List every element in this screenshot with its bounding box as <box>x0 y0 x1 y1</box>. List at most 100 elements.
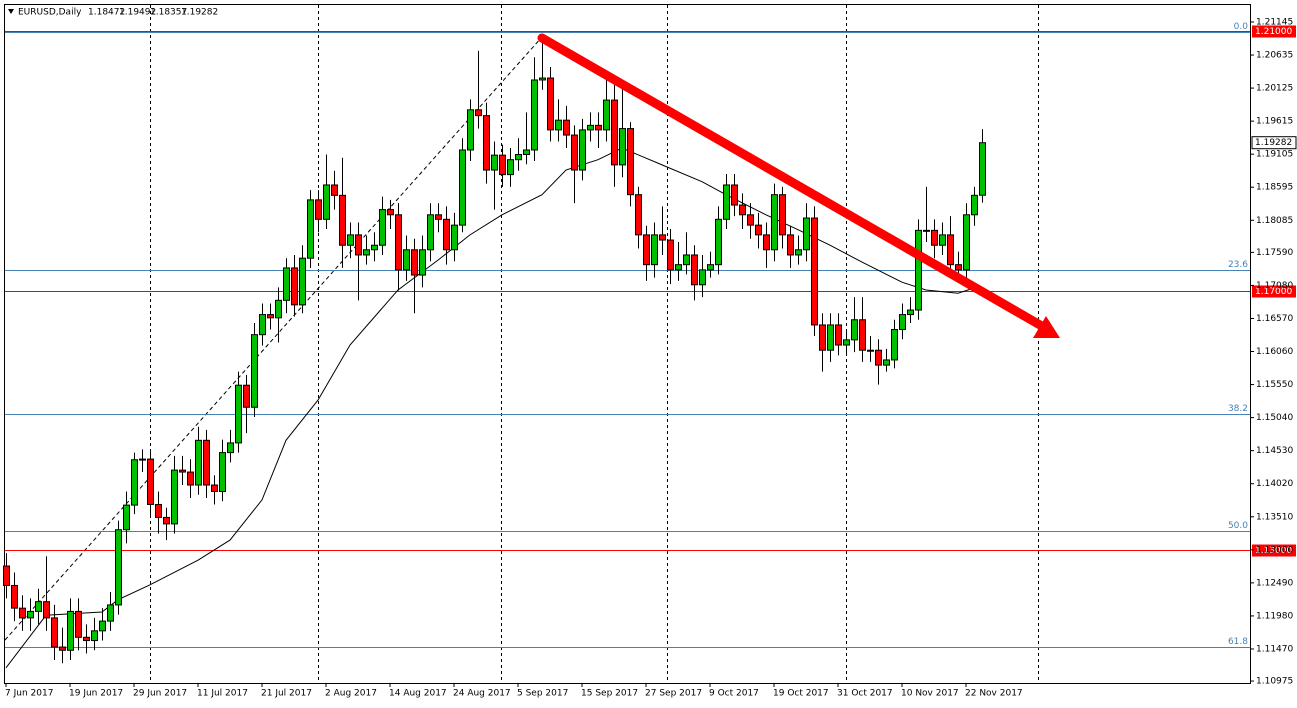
candle-body <box>915 229 922 311</box>
menu-triangle <box>8 9 14 14</box>
candle-body <box>691 254 698 286</box>
candle-body <box>195 439 202 486</box>
arrow-head <box>1033 316 1060 338</box>
price-levels: 1.21000 1.17000 1.13000 <box>5 25 1296 557</box>
price-label: 1.19282 <box>1255 138 1292 148</box>
candle-body <box>451 224 458 251</box>
x-tick-label: 14 Aug 2017 <box>389 689 447 699</box>
candle-body <box>883 359 890 366</box>
candle-body <box>75 610 82 638</box>
candle-body <box>307 199 314 259</box>
candle-body <box>315 199 322 220</box>
candle-body <box>91 630 98 642</box>
candle-body <box>931 229 938 246</box>
candle-body <box>547 77 554 131</box>
candle-body <box>187 471 194 486</box>
x-tick-label: 31 Oct 2017 <box>837 689 893 699</box>
candle-body <box>555 119 562 131</box>
candle-body <box>267 314 274 319</box>
candle-body <box>331 184 338 196</box>
candle-body <box>339 194 346 246</box>
candle-body <box>947 234 954 266</box>
candle-body <box>515 154 522 161</box>
candle-body <box>155 503 162 518</box>
x-tick-label: 19 Oct 2017 <box>773 689 829 699</box>
y-tick-label: 1.14020 <box>1256 479 1293 489</box>
candle-body <box>67 610 74 651</box>
y-tick-label: 1.20125 <box>1256 84 1293 94</box>
candle-body <box>971 194 978 216</box>
candle-body <box>843 339 850 346</box>
candle-body <box>643 234 650 266</box>
candle-body <box>747 214 754 226</box>
candle-body <box>531 79 538 151</box>
candle-body <box>811 217 818 326</box>
x-tick-label: 27 Sep 2017 <box>645 689 702 699</box>
candle-body <box>635 194 642 236</box>
level-label: 1.21000 <box>1255 27 1292 37</box>
price-box <box>1251 136 1297 150</box>
candle-body <box>979 142 986 196</box>
x-tick-label: 19 Jun 2017 <box>69 689 123 699</box>
candle-body <box>131 459 138 506</box>
candle-body <box>139 458 146 461</box>
candle-body <box>259 314 266 336</box>
candle-body <box>115 529 122 606</box>
y-tick-label: 1.16570 <box>1256 314 1293 324</box>
candle-body <box>803 217 810 251</box>
candle-body <box>51 617 58 648</box>
candle-body <box>787 234 794 256</box>
ohlc-high: 1.19492 <box>119 8 156 18</box>
candle-body <box>667 239 674 271</box>
candle-body <box>675 264 682 271</box>
candle-body <box>739 204 746 216</box>
x-tick-label: 22 Nov 2017 <box>965 689 1023 699</box>
level-label: 1.13000 <box>1255 546 1292 556</box>
y-tick-label: 1.18595 <box>1256 183 1293 193</box>
y-tick-label: 1.17590 <box>1256 248 1293 258</box>
y-tick-label: 1.14530 <box>1256 446 1293 456</box>
candle-body <box>707 264 714 271</box>
candle-body <box>627 128 634 196</box>
candle-body <box>763 234 770 251</box>
y-tick-label: 1.11980 <box>1256 611 1293 621</box>
time-axis: 7 Jun 2017 19 Jun 2017 29 Jun 2017 11 Jul 2… <box>5 683 1023 699</box>
candle-body <box>299 257 306 306</box>
candle-body <box>243 384 250 408</box>
candle-body <box>819 324 826 351</box>
candle-body <box>3 565 10 586</box>
x-tick-label: 24 Aug 2017 <box>453 689 511 699</box>
candle-body <box>483 115 490 171</box>
fib-label: 0.0 <box>1234 22 1249 32</box>
candle-body <box>587 124 594 131</box>
y-tick-label: 1.16060 <box>1256 347 1293 357</box>
candle-body <box>179 469 186 473</box>
fib-label: 23.6 <box>1228 260 1248 270</box>
candle-body <box>875 349 882 366</box>
candle-body <box>475 109 482 117</box>
candle-body <box>27 610 34 619</box>
candle-body <box>939 234 946 246</box>
fib-label: 50.0 <box>1228 521 1248 531</box>
candle-body <box>43 601 50 619</box>
candle-body <box>923 229 930 232</box>
candle-body <box>427 214 434 251</box>
candle-body <box>659 234 666 241</box>
candles <box>3 36 986 664</box>
candle-body <box>467 109 474 151</box>
candle-body <box>291 267 298 306</box>
candle-body <box>443 218 450 251</box>
candle-body <box>107 604 114 622</box>
x-tick-label: 11 Jul 2017 <box>197 689 248 699</box>
y-tick-label: 1.20635 <box>1256 51 1293 61</box>
candle-body <box>683 254 690 266</box>
y-tick-label: 1.12490 <box>1256 578 1293 588</box>
x-tick-label: 10 Nov 2017 <box>901 689 959 699</box>
y-tick-label: 1.15040 <box>1256 413 1293 423</box>
candle-body <box>363 249 370 256</box>
candle-body <box>715 218 722 266</box>
candle-body <box>499 154 506 176</box>
candle-body <box>867 349 874 352</box>
